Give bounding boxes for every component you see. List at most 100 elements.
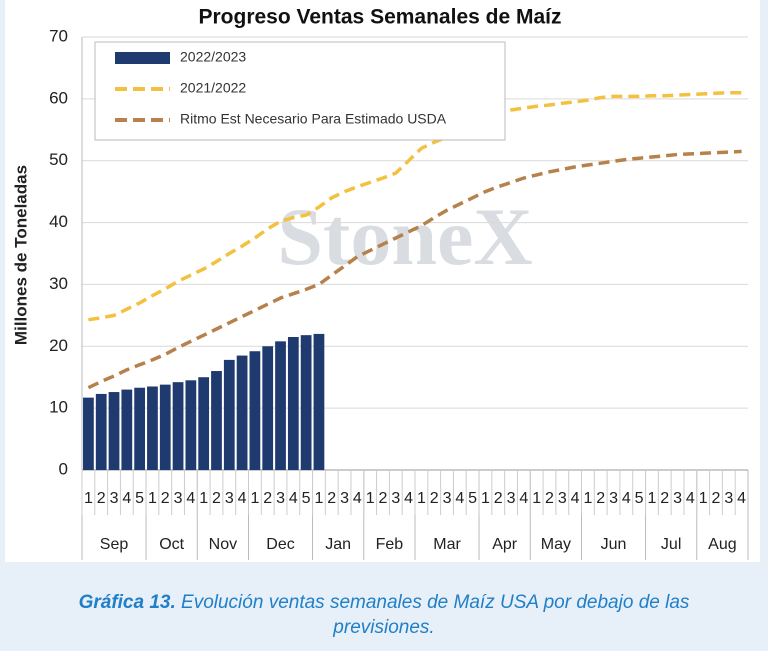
- x-tick-label: 4: [519, 490, 528, 507]
- month-label: Nov: [209, 536, 237, 553]
- month-label: Oct: [159, 536, 184, 553]
- bar: [300, 335, 312, 470]
- x-tick-label: 2: [379, 490, 388, 507]
- x-tick-label: 2: [161, 490, 170, 507]
- month-label: Dec: [266, 536, 294, 553]
- x-tick-label: 1: [647, 490, 656, 507]
- x-tick-label: 2: [97, 490, 106, 507]
- y-tick-label: 40: [49, 212, 68, 231]
- x-tick-label: 4: [737, 490, 746, 507]
- x-tick-label: 3: [507, 490, 516, 507]
- bar: [313, 333, 325, 470]
- bar: [121, 389, 133, 470]
- x-tick-label: 3: [391, 490, 400, 507]
- y-tick-label: 10: [49, 398, 68, 417]
- x-tick-label: 1: [84, 490, 93, 507]
- legend-label: 2022/2023: [180, 49, 246, 65]
- chart-title: Progreso Ventas Semanales de Maíz: [199, 6, 562, 29]
- x-tick-label: 2: [430, 490, 439, 507]
- bar: [287, 337, 299, 470]
- x-tick-label: 2: [596, 490, 605, 507]
- caption: Gráfica 13. Evolución ventas semanales d…: [40, 590, 728, 640]
- x-tick-label: 4: [122, 490, 131, 507]
- bar: [262, 346, 274, 470]
- chart: Progreso Ventas Semanales de Maíz Millon…: [5, 0, 760, 562]
- month-label: May: [541, 536, 571, 553]
- y-tick-label: 60: [49, 88, 68, 107]
- x-tick-label: 1: [417, 490, 426, 507]
- x-tick-label: 1: [199, 490, 208, 507]
- x-tick-label: 1: [699, 490, 708, 507]
- bar: [95, 393, 107, 470]
- x-tick-label: 2: [263, 490, 272, 507]
- month-label: Jan: [325, 536, 351, 553]
- x-tick-label: 3: [443, 490, 452, 507]
- x-tick-label: 2: [494, 490, 503, 507]
- x-tick-label: 3: [724, 490, 733, 507]
- x-tick-label: 1: [532, 490, 541, 507]
- x-tick-label: 2: [712, 490, 721, 507]
- month-label: Sep: [100, 536, 129, 553]
- x-tick-label: 2: [212, 490, 221, 507]
- bar: [236, 355, 248, 470]
- bar: [172, 382, 184, 470]
- y-tick-label: 30: [49, 274, 68, 293]
- x-tick-label: 4: [289, 490, 298, 507]
- bar: [198, 377, 210, 470]
- bar: [185, 380, 197, 470]
- legend-label: Ritmo Est Necesario Para Estimado USDA: [180, 111, 447, 127]
- month-label: Feb: [376, 536, 404, 553]
- x-tick-label: 2: [660, 490, 669, 507]
- bar: [275, 341, 286, 470]
- x-tick-label: 4: [571, 490, 580, 507]
- x-tick-label: 1: [250, 490, 259, 507]
- y-tick-label: 0: [59, 459, 68, 478]
- x-tick-label: 4: [686, 490, 695, 507]
- x-tick-label: 1: [148, 490, 157, 507]
- month-label: Aug: [708, 536, 736, 553]
- x-tick-label: 4: [455, 490, 464, 507]
- x-tick-label: 4: [353, 490, 362, 507]
- x-tick-label: 1: [583, 490, 592, 507]
- watermark: StoneX: [277, 191, 532, 282]
- legend-label: 2021/2022: [180, 80, 246, 96]
- bar: [223, 359, 235, 470]
- month-label: Jun: [601, 536, 627, 553]
- x-tick-label: 5: [468, 490, 477, 507]
- x-tick-label: 3: [340, 490, 349, 507]
- y-tick-label: 70: [49, 26, 68, 45]
- bar: [108, 392, 120, 470]
- y-tick-label: 20: [49, 336, 68, 355]
- month-label: Jul: [661, 536, 681, 553]
- x-tick-label: 3: [110, 490, 119, 507]
- x-tick-label: 3: [558, 490, 567, 507]
- x-tick-label: 5: [302, 490, 311, 507]
- x-tick-label: 1: [481, 490, 490, 507]
- x-tick-label: 3: [609, 490, 618, 507]
- x-tick-label: 3: [225, 490, 234, 507]
- y-tick-label: 50: [49, 150, 68, 169]
- x-tick-label: 1: [314, 490, 323, 507]
- bar: [83, 397, 94, 470]
- x-tick-label: 3: [673, 490, 682, 507]
- x-tick-label: 2: [545, 490, 554, 507]
- line: [87, 149, 742, 390]
- x-tick-label: 4: [404, 490, 413, 507]
- caption-text: Evolución ventas semanales de Maíz USA p…: [181, 592, 690, 638]
- x-tick-label: 3: [276, 490, 285, 507]
- caption-label: Gráfica 13.: [78, 592, 176, 613]
- x-tick-label: 5: [635, 490, 644, 507]
- legend-swatch: [115, 52, 170, 64]
- x-tick-label: 4: [238, 490, 247, 507]
- y-axis-label: Millones de Toneladas: [11, 165, 30, 345]
- x-tick-label: 2: [327, 490, 336, 507]
- x-tick-label: 4: [622, 490, 631, 507]
- month-label: Apr: [492, 536, 518, 553]
- month-label: Mar: [433, 536, 461, 553]
- x-tick-label: 4: [186, 490, 195, 507]
- x-tick-label: 3: [174, 490, 183, 507]
- line: [88, 90, 742, 322]
- bar: [134, 387, 146, 470]
- bar: [211, 371, 222, 470]
